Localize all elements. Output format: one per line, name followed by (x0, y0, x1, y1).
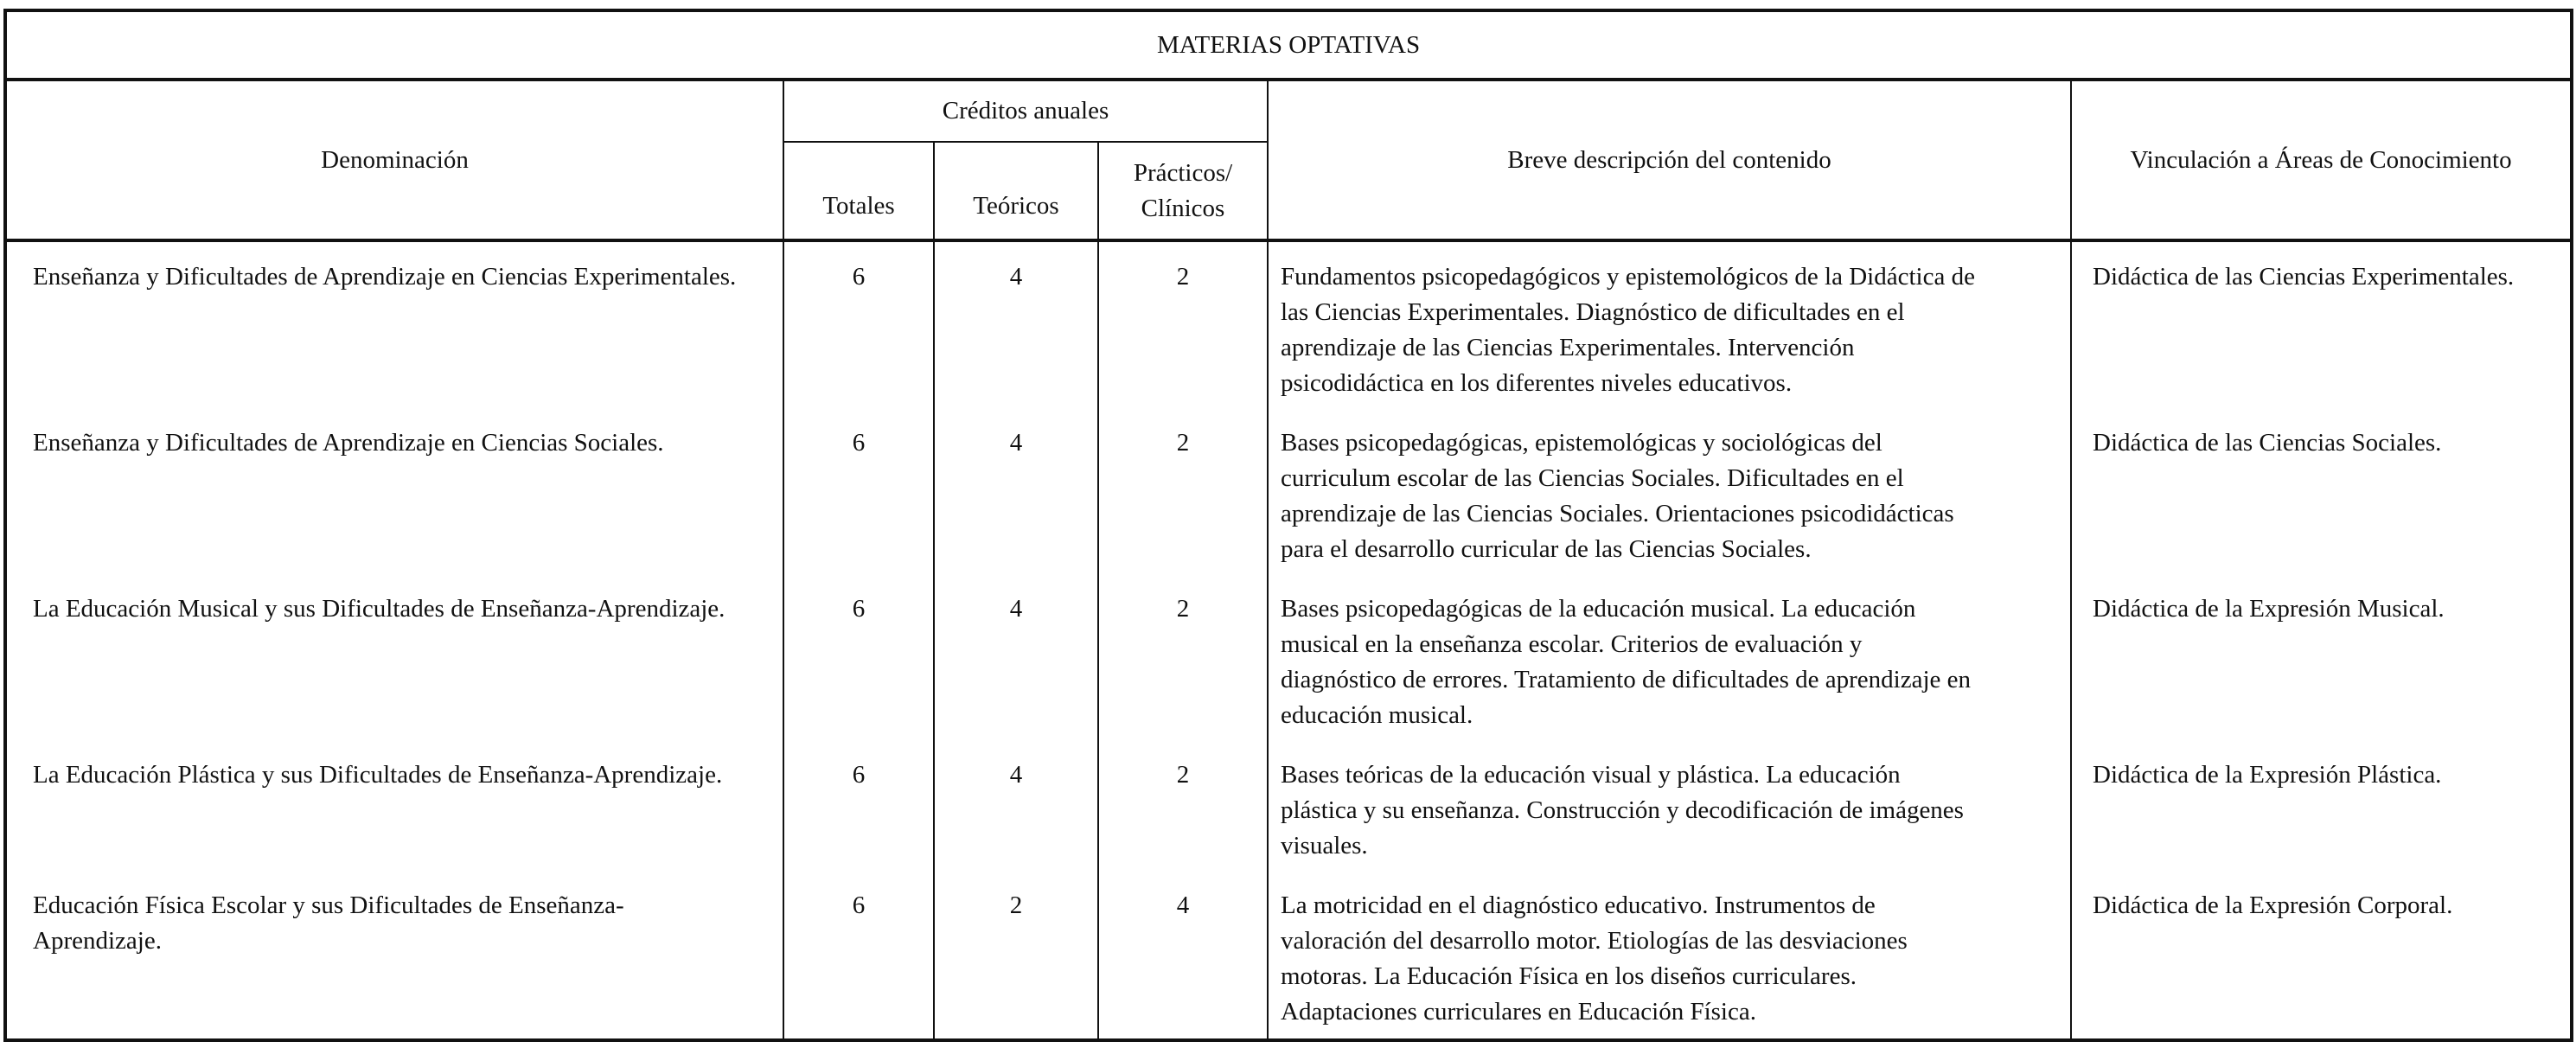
credits-theory: 2 (933, 871, 1099, 1040)
credits-total: 6 (783, 240, 935, 408)
credits-practice: 2 (1097, 574, 1269, 740)
header-descripcion: Breve descripción del contenido (1267, 79, 2072, 242)
table-row: Enseñanza y Dificultades de Aprendizaje … (4, 240, 2573, 408)
credits-theory: 4 (933, 740, 1099, 871)
content-description: La motricidad en el diagnóstico educativ… (1267, 871, 2072, 1040)
table-row: La Educación Plástica y sus Dificultades… (4, 740, 2573, 871)
credits-practice: 2 (1097, 408, 1269, 574)
credits-theory: 4 (933, 240, 1099, 408)
credits-practice: 2 (1097, 740, 1269, 871)
credits-practice: 2 (1097, 240, 1269, 408)
table-row: Enseñanza y Dificultades de Aprendizaje … (4, 408, 2573, 574)
header-vinculacion: Vinculación a Áreas de Conocimiento (2069, 79, 2573, 242)
subject-name: La Educación Musical y sus Dificultades … (4, 574, 784, 740)
content-description: Bases teóricas de la educación visual y … (1267, 740, 2072, 871)
subject-name: Enseñanza y Dificultades de Aprendizaje … (4, 408, 784, 574)
credits-practice: 4 (1097, 871, 1269, 1040)
subject-name: Educación Física Escolar y sus Dificulta… (4, 871, 784, 1040)
header-teoricos: Teóricos (933, 141, 1099, 242)
header-denominacion: Denominación (4, 79, 784, 242)
credits-total: 6 (783, 574, 935, 740)
credits-theory: 4 (933, 574, 1099, 740)
header-totales: Totales (783, 141, 935, 242)
optional-subjects-table: MATERIAS OPTATIVAS Denominación Créditos… (3, 9, 2574, 1042)
knowledge-area: Didáctica de la Expresión Plástica. (2069, 740, 2573, 871)
subject-name: La Educación Plástica y sus Dificultades… (4, 740, 784, 871)
credits-theory: 4 (933, 408, 1099, 574)
knowledge-area: Didáctica de la Expresión Musical. (2069, 574, 2573, 740)
table-title: MATERIAS OPTATIVAS (3, 10, 2573, 81)
header-practicos: Prácticos/ Clínicos (1097, 141, 1269, 242)
credits-total: 6 (783, 740, 935, 871)
subject-name: Enseñanza y Dificultades de Aprendizaje … (4, 240, 784, 408)
table-row: Educación Física Escolar y sus Dificulta… (4, 871, 2573, 1040)
knowledge-area: Didáctica de las Ciencias Experimentales… (2069, 240, 2573, 408)
credits-total: 6 (783, 408, 935, 574)
content-description: Fundamentos psicopedagógicos y epistemol… (1267, 240, 2072, 408)
credits-total: 6 (783, 871, 935, 1040)
knowledge-area: Didáctica de las Ciencias Sociales. (2069, 408, 2573, 574)
table-row: La Educación Musical y sus Dificultades … (4, 574, 2573, 740)
knowledge-area: Didáctica de la Expresión Corporal. (2069, 871, 2573, 1040)
content-description: Bases psicopedagógicas, epistemológicas … (1267, 408, 2072, 574)
content-description: Bases psicopedagógicas de la educación m… (1267, 574, 2072, 740)
header-creditos-anuales: Créditos anuales (783, 79, 1269, 143)
